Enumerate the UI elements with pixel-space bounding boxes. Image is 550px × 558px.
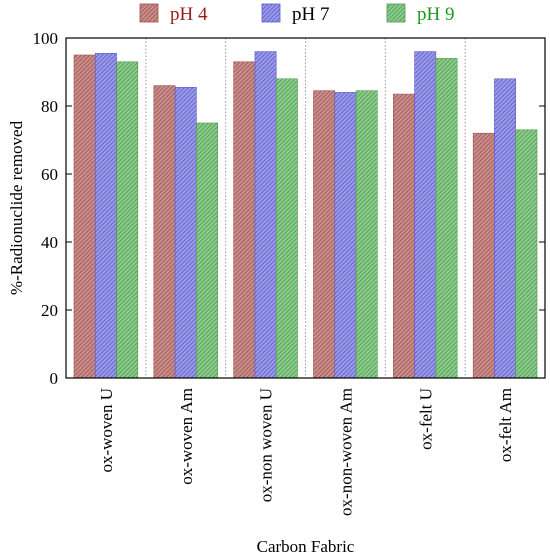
legend-label: pH 4 xyxy=(170,4,208,25)
bar xyxy=(174,87,197,379)
bars xyxy=(73,51,538,379)
y-tick-label: 20 xyxy=(41,301,58,320)
x-tick-label: ox-non-woven Am xyxy=(336,388,355,516)
y-tick-label: 0 xyxy=(50,369,59,388)
category-separators xyxy=(145,38,466,378)
x-tick-label: ox-felt Am xyxy=(496,388,515,462)
bar xyxy=(196,122,218,379)
bar xyxy=(313,90,336,379)
bar xyxy=(334,92,357,379)
bar xyxy=(355,90,378,379)
y-tick-label: 80 xyxy=(41,97,58,116)
y-axis-label: %-Radionuclide removed xyxy=(7,120,26,295)
legend-label: pH 7 xyxy=(292,4,329,25)
bar xyxy=(153,85,176,379)
x-tick-label: ox-woven Am xyxy=(177,388,196,485)
legend-swatch xyxy=(386,3,406,23)
plot-frame xyxy=(65,37,546,379)
legend-swatch xyxy=(139,3,159,23)
x-tick-label: ox-non woven U xyxy=(257,388,276,502)
y-tick-label: 60 xyxy=(41,165,58,184)
y-tick-label: 100 xyxy=(33,29,59,48)
bar xyxy=(472,132,495,379)
x-axis-label: Carbon Fabric xyxy=(257,537,355,556)
bar xyxy=(254,51,277,379)
x-axis-ticks: ox-woven U ox-woven Am ox-non woven U ox-no… xyxy=(97,388,515,516)
bar xyxy=(233,61,256,379)
x-tick-label: ox-woven U xyxy=(97,388,116,473)
y-axis-ticks: 0 20 40 60 80 100 xyxy=(33,29,545,388)
bar xyxy=(494,78,517,379)
x-tick-label: ox-felt U xyxy=(416,388,435,450)
bar xyxy=(435,58,458,379)
legend-swatch xyxy=(261,3,281,23)
legend: pH 4 pH 7 pH 9 xyxy=(139,3,454,25)
bar xyxy=(116,61,139,379)
y-tick-label: 40 xyxy=(41,233,58,252)
bar xyxy=(393,93,415,379)
bar xyxy=(73,54,96,379)
bar xyxy=(414,51,437,379)
bar xyxy=(515,129,538,379)
bar xyxy=(94,52,117,379)
bar xyxy=(275,78,298,379)
legend-label: pH 9 xyxy=(417,4,454,25)
